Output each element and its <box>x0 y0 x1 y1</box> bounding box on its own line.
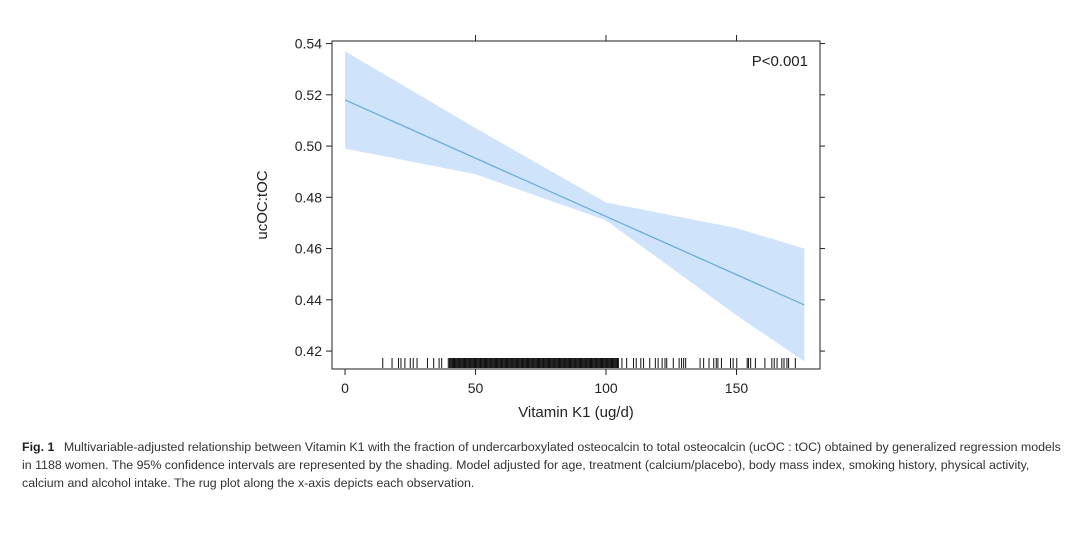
y-tick-label: 0.48 <box>295 189 322 205</box>
figure-caption: Fig. 1 Multivariable-adjusted relationsh… <box>22 438 1062 492</box>
plot-frame <box>331 40 821 370</box>
y-tick-label: 0.52 <box>295 87 322 103</box>
x-tick-label: 100 <box>594 380 618 396</box>
y-tick-label: 0.46 <box>295 241 322 257</box>
y-tick-label: 0.42 <box>295 343 322 359</box>
fitted-line <box>344 99 805 306</box>
y-axis-title: ucOC:tOC <box>254 170 271 239</box>
y-tick-label: 0.54 <box>295 36 322 52</box>
x-tick-label: 50 <box>468 380 484 396</box>
y-tick-label: 0.50 <box>295 138 322 154</box>
chart-svg: 0.42 0.44 0.46 0.48 0.50 0.52 0.54 0 50 100 150 Vit… <box>254 35 825 421</box>
x-tick-label: 150 <box>725 380 749 396</box>
y-tick-label: 0.44 <box>295 292 322 308</box>
x-tick-label: 0 <box>341 380 349 396</box>
chart-figure: 0.42 0.44 0.46 0.48 0.50 0.52 0.54 0 50 100 150 Vit… <box>254 35 825 421</box>
caption-text: Multivariable-adjusted relationship betw… <box>22 440 1061 490</box>
x-axis-title: Vitamin K1 (ug/d) <box>518 404 634 421</box>
confidence-band <box>345 51 805 362</box>
figure-label: Fig. 1 <box>22 440 55 454</box>
p-value-annotation: P<0.001 <box>752 53 808 70</box>
